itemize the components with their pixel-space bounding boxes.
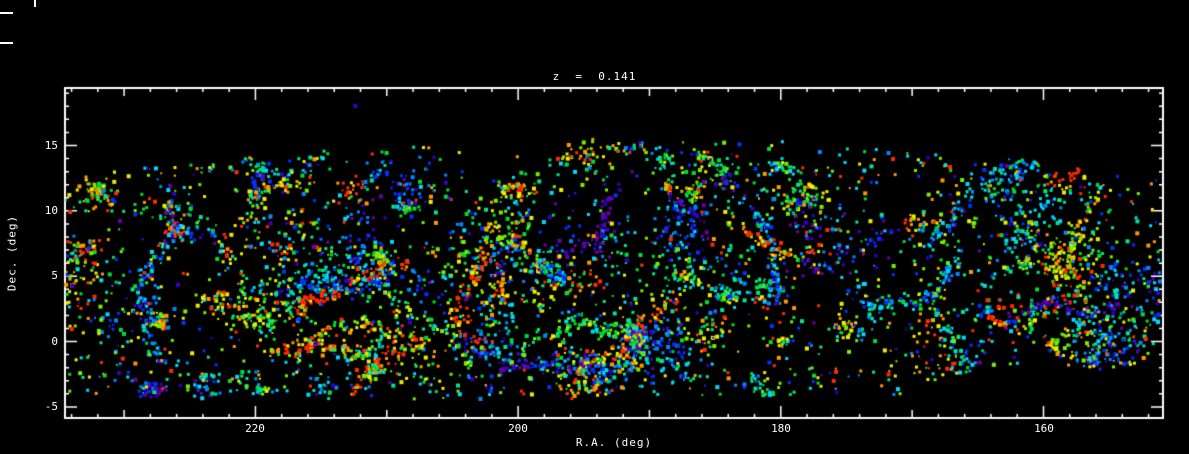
- y-tick-label: 15: [44, 139, 58, 152]
- stray-tick-mark: [0, 42, 13, 44]
- stray-tick-mark: [0, 12, 13, 14]
- y-tick-label: 0: [51, 335, 58, 348]
- x-tick-label: 220: [245, 422, 265, 435]
- y-tick-label: 5: [51, 269, 58, 282]
- y-tick-label: -5: [44, 400, 58, 413]
- y-tick-label: 10: [44, 204, 58, 217]
- x-tick-label: 200: [508, 422, 528, 435]
- x-axis-title: R.A. (deg): [575, 436, 653, 449]
- x-tick-label: 180: [771, 422, 791, 435]
- x-tick-label: 160: [1034, 422, 1054, 435]
- stray-tick-mark: [34, 0, 36, 7]
- y-axis-title: Dec. (deg): [5, 214, 19, 292]
- plot-title: z = 0.141: [552, 70, 637, 83]
